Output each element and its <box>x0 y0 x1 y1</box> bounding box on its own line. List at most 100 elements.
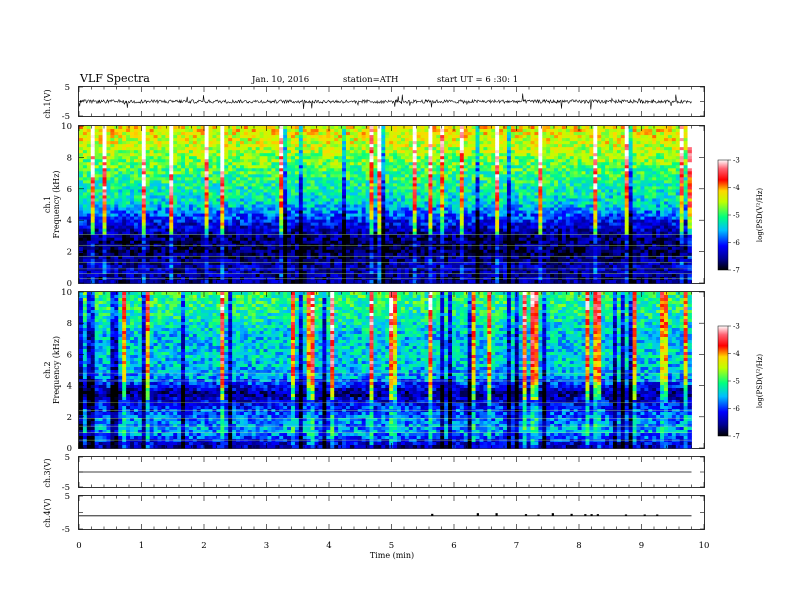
spectrogram-cell <box>169 261 174 266</box>
spectrogram-cell <box>114 168 119 172</box>
spectrogram-cell <box>118 138 123 142</box>
spectrogram-cell <box>357 210 363 214</box>
spectrogram-cell <box>291 240 296 245</box>
spectrogram-cell <box>310 150 315 154</box>
spectrogram-cell <box>79 270 84 275</box>
spectrogram-cell <box>432 255 437 260</box>
spectrogram-cell <box>334 264 339 269</box>
spectrogram-cell <box>188 147 194 151</box>
spectrogram-cell <box>243 246 249 251</box>
spectrogram-cell <box>318 267 323 272</box>
spectrogram-cell <box>228 201 233 205</box>
spectrogram-cell <box>302 273 308 278</box>
spectrogram-cell <box>369 228 374 233</box>
spectrogram-cell <box>98 135 103 139</box>
spectrogram-cell <box>330 156 335 160</box>
spectrogram-cell <box>377 222 382 227</box>
spectrogram-cell <box>82 126 88 130</box>
spectrogram-cell <box>424 246 429 251</box>
spectrogram-cell <box>298 183 304 187</box>
spectrogram-cell <box>365 279 370 284</box>
spectrogram-cell <box>408 168 414 172</box>
spectrogram-cell <box>196 156 202 160</box>
spectrogram-cell <box>255 219 261 224</box>
spectrogram-cell <box>342 168 347 172</box>
spectrogram-cell <box>106 174 111 178</box>
spectrogram-cell <box>137 132 143 136</box>
spectrogram-cell <box>251 234 257 239</box>
spectrogram-cell <box>259 279 264 284</box>
spectrogram-cell <box>204 270 209 275</box>
spectrogram-cell <box>239 225 245 230</box>
spectrogram-cell <box>224 237 229 242</box>
spectrogram-cell <box>440 240 445 245</box>
spectrogram-cell <box>208 219 213 224</box>
spectrogram-cell <box>110 258 115 263</box>
spectrogram-cell <box>385 180 390 184</box>
spectrogram-cell <box>228 198 233 202</box>
spectrogram-cell <box>330 207 335 211</box>
spectrogram-cell <box>161 177 166 181</box>
spectrogram-cell <box>169 150 174 154</box>
spectrogram-cell <box>326 195 331 199</box>
spectrogram-cell <box>404 147 410 151</box>
spectrogram-cell <box>98 270 103 275</box>
spectrogram-cell <box>279 168 284 172</box>
spectrogram-cell <box>114 261 119 266</box>
spectrogram-cell <box>345 126 351 130</box>
spectrogram-cell <box>165 129 170 133</box>
spectrogram-cell <box>365 150 370 154</box>
spectrogram-cell <box>141 177 147 181</box>
spectrogram-cell <box>291 183 296 187</box>
spectrogram-cell <box>302 261 308 266</box>
spectrogram-cell <box>173 231 178 236</box>
spectrogram-cell <box>126 132 131 136</box>
spectrogram-cell <box>196 144 202 148</box>
spectrogram-cell <box>251 276 257 281</box>
spectrogram-cell <box>196 273 202 278</box>
spectrogram-cell <box>177 240 182 245</box>
spectrogram-cell <box>342 267 347 272</box>
spectrogram-cell <box>196 138 202 142</box>
spectrogram-cell <box>122 237 127 242</box>
spectrogram-cell <box>306 237 312 242</box>
spectrogram-cell <box>326 231 331 236</box>
spectrogram-cell <box>82 150 88 154</box>
spectrogram-cell <box>185 204 190 208</box>
spectrogram-cell <box>397 225 402 230</box>
spectrogram-cell <box>338 195 343 199</box>
spectrogram-cell <box>161 138 166 142</box>
spectrogram-cell <box>345 180 351 184</box>
spectrogram-cell <box>126 129 131 133</box>
spectrogram-cell <box>114 177 119 181</box>
spectrogram-cell <box>90 147 96 151</box>
spectrogram-cell <box>283 234 288 239</box>
spectrogram-cell <box>432 216 437 220</box>
spectrogram-cell <box>173 228 178 233</box>
spectrogram-cell <box>232 162 237 166</box>
spectrogram-cell <box>369 135 374 139</box>
spectrogram-cell <box>416 222 421 227</box>
spectrogram-cell <box>185 183 190 187</box>
spectrogram-cell <box>247 231 253 236</box>
spectrogram-cell <box>283 246 288 251</box>
spectrogram-cell <box>353 219 359 224</box>
spectrogram-cell <box>302 177 308 181</box>
spectrogram-cell <box>408 189 414 193</box>
spectrogram-cell <box>416 279 421 284</box>
spectrogram-cell <box>420 189 425 193</box>
spectrogram-cell <box>283 225 288 230</box>
spectrogram-cell <box>330 261 335 266</box>
spectrogram-cell <box>200 264 206 269</box>
spectrogram-cell <box>236 180 241 184</box>
spectrogram-cell <box>173 270 178 275</box>
spectrogram-cell <box>408 156 414 160</box>
spectrogram-cell <box>318 156 323 160</box>
spectrogram-cell <box>177 165 182 169</box>
spectrogram-cell <box>267 234 272 239</box>
spectrogram-cell <box>141 144 147 148</box>
spectrogram-cell <box>98 246 103 251</box>
spectrogram-cell <box>432 252 437 257</box>
spectrogram-cell <box>448 222 453 227</box>
spectrogram-cell <box>188 135 194 139</box>
